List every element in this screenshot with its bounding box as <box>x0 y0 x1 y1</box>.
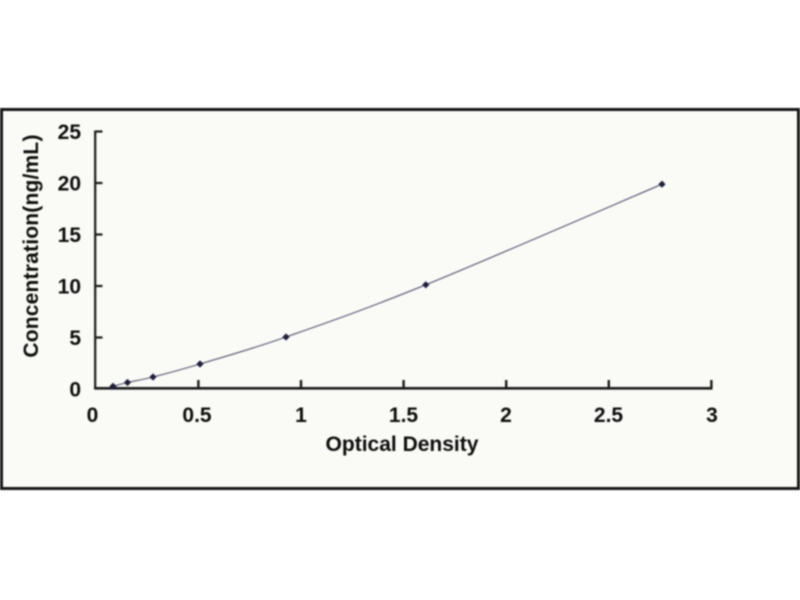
svg-text:15: 15 <box>58 224 82 247</box>
svg-text:3: 3 <box>706 404 718 427</box>
svg-text:2: 2 <box>500 404 512 427</box>
svg-text:1: 1 <box>295 404 307 427</box>
svg-text:1.5: 1.5 <box>389 404 419 427</box>
svg-text:10: 10 <box>58 276 81 299</box>
svg-text:Optical Density: Optical Density <box>326 433 479 456</box>
svg-text:5: 5 <box>69 327 81 350</box>
svg-text:Concentration(ng/mL): Concentration(ng/mL) <box>20 134 43 357</box>
svg-text:0.5: 0.5 <box>182 404 212 427</box>
svg-text:2.5: 2.5 <box>594 404 624 427</box>
svg-text:0: 0 <box>69 379 81 402</box>
svg-text:20: 20 <box>58 173 81 196</box>
svg-text:25: 25 <box>58 121 82 144</box>
svg-text:0: 0 <box>87 404 99 427</box>
